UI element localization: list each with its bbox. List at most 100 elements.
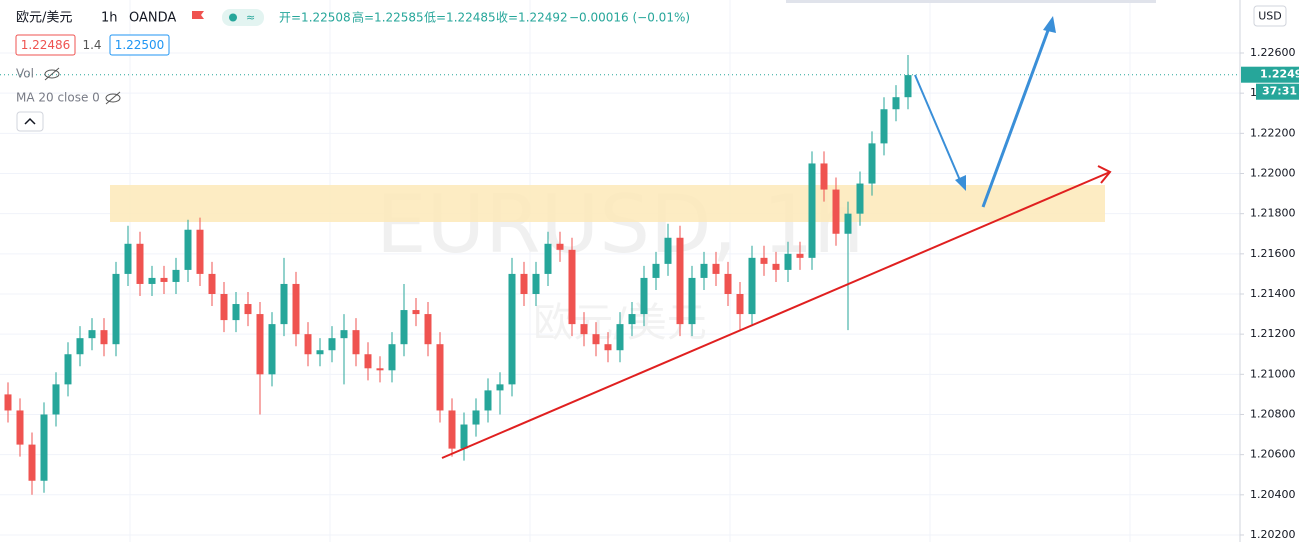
zone bbox=[110, 185, 1105, 222]
candle-body bbox=[628, 314, 636, 325]
y-tick-label: 1.21200 bbox=[1250, 327, 1296, 340]
candle-body bbox=[28, 444, 36, 481]
candle-body bbox=[736, 293, 744, 315]
candle-body bbox=[316, 350, 324, 355]
candle-body bbox=[436, 344, 444, 411]
candle-body bbox=[784, 253, 792, 270]
candle-body bbox=[880, 109, 888, 144]
arrow-head bbox=[955, 175, 966, 191]
candle-body bbox=[220, 293, 228, 321]
candle-body bbox=[904, 75, 912, 98]
candle-body bbox=[724, 273, 732, 294]
y-tick-label: 1.21400 bbox=[1250, 287, 1296, 300]
candle-body bbox=[508, 273, 516, 385]
candle-body bbox=[280, 283, 288, 325]
candle-body bbox=[832, 189, 840, 234]
candle-body bbox=[364, 354, 372, 369]
status-dot bbox=[229, 13, 237, 22]
candle-body bbox=[592, 334, 600, 345]
y-tick-label: 1.22200 bbox=[1250, 126, 1296, 139]
candle-body bbox=[496, 384, 504, 391]
currency: USD bbox=[1258, 10, 1282, 23]
collapse-icon bbox=[24, 117, 36, 125]
candle-body bbox=[748, 257, 756, 315]
y-tick-label: 1.20400 bbox=[1250, 488, 1296, 501]
candle-body bbox=[208, 273, 216, 294]
candle-body bbox=[400, 310, 408, 345]
candle-body bbox=[556, 243, 564, 250]
candle-body bbox=[292, 283, 300, 335]
candle-body bbox=[340, 330, 348, 339]
candle-body bbox=[244, 304, 252, 315]
hide-icon[interactable] bbox=[44, 67, 60, 81]
ohlc-low: 低=1.22485 bbox=[424, 11, 496, 25]
candle-body bbox=[196, 229, 204, 274]
candle-body bbox=[136, 243, 144, 284]
candle-body bbox=[184, 229, 192, 270]
candle-body bbox=[640, 277, 648, 315]
currency-button[interactable] bbox=[1253, 5, 1287, 27]
candle-body bbox=[808, 163, 816, 258]
candle-body bbox=[616, 324, 624, 351]
candle-body bbox=[772, 263, 780, 270]
candle-body bbox=[460, 424, 468, 449]
candle-body bbox=[532, 273, 540, 294]
status-icon: ≈ bbox=[246, 11, 255, 24]
y-tick-label: 1.22000 bbox=[1250, 167, 1296, 180]
candle-body bbox=[352, 330, 360, 355]
candle-body bbox=[172, 269, 180, 282]
candle-body bbox=[100, 330, 108, 345]
candle-body bbox=[124, 243, 132, 274]
candle-body bbox=[148, 277, 156, 284]
y-tick-label: 1.20800 bbox=[1250, 407, 1296, 420]
trend-arrow bbox=[1097, 165, 1112, 184]
arrow bbox=[914, 74, 963, 186]
candle-body bbox=[868, 143, 876, 184]
candle-body bbox=[700, 263, 708, 278]
candle-body bbox=[112, 273, 120, 345]
y-tick-label: 1.21000 bbox=[1250, 367, 1296, 380]
indicator-ma: MA 20 close 0 bbox=[16, 91, 100, 105]
y-tick-label: 1.20600 bbox=[1250, 448, 1296, 461]
candle-body bbox=[64, 354, 72, 385]
candle-body bbox=[388, 344, 396, 371]
candle-body bbox=[76, 338, 84, 355]
candle-body bbox=[520, 273, 528, 294]
arrow-head bbox=[1043, 16, 1056, 33]
candle-body bbox=[52, 384, 60, 415]
buy-box[interactable] bbox=[109, 34, 170, 56]
candle-body bbox=[844, 213, 852, 234]
candle-body bbox=[484, 390, 492, 411]
interval: 1h bbox=[101, 11, 118, 26]
candle-body bbox=[304, 334, 312, 355]
candle-body bbox=[376, 368, 384, 371]
ohlc-open: 开=1.22508 bbox=[279, 11, 351, 25]
hide-icon[interactable] bbox=[105, 91, 121, 105]
flag-icon bbox=[192, 11, 204, 19]
arrow bbox=[981, 24, 1052, 208]
countdown: 37:31 bbox=[1262, 85, 1297, 98]
sell-price: 1.22486 bbox=[21, 38, 71, 52]
status-pill bbox=[222, 9, 264, 26]
candle-body bbox=[268, 324, 276, 375]
candle-body bbox=[40, 414, 48, 481]
sell-box[interactable] bbox=[15, 34, 76, 56]
y-tick-label: 1.20200 bbox=[1250, 528, 1296, 541]
candle-body bbox=[712, 263, 720, 274]
candle-body bbox=[568, 249, 576, 325]
last-price-label: 1.22492 bbox=[1260, 68, 1306, 81]
candle-body bbox=[232, 304, 240, 321]
candle-body bbox=[256, 314, 264, 375]
toolbar-edge bbox=[786, 0, 1156, 3]
candle-body bbox=[4, 394, 12, 411]
countdown-tag bbox=[1256, 83, 1299, 100]
ohlc-high: 高=1.22585 bbox=[352, 10, 424, 25]
candle-body bbox=[760, 257, 768, 264]
candle-body bbox=[676, 237, 684, 325]
trend-line bbox=[441, 171, 1111, 459]
candle-body bbox=[424, 314, 432, 345]
change: −0.00016 (−0.01%) bbox=[569, 11, 690, 25]
collapse-button[interactable] bbox=[16, 111, 44, 132]
spread: 1.4 bbox=[82, 38, 101, 52]
